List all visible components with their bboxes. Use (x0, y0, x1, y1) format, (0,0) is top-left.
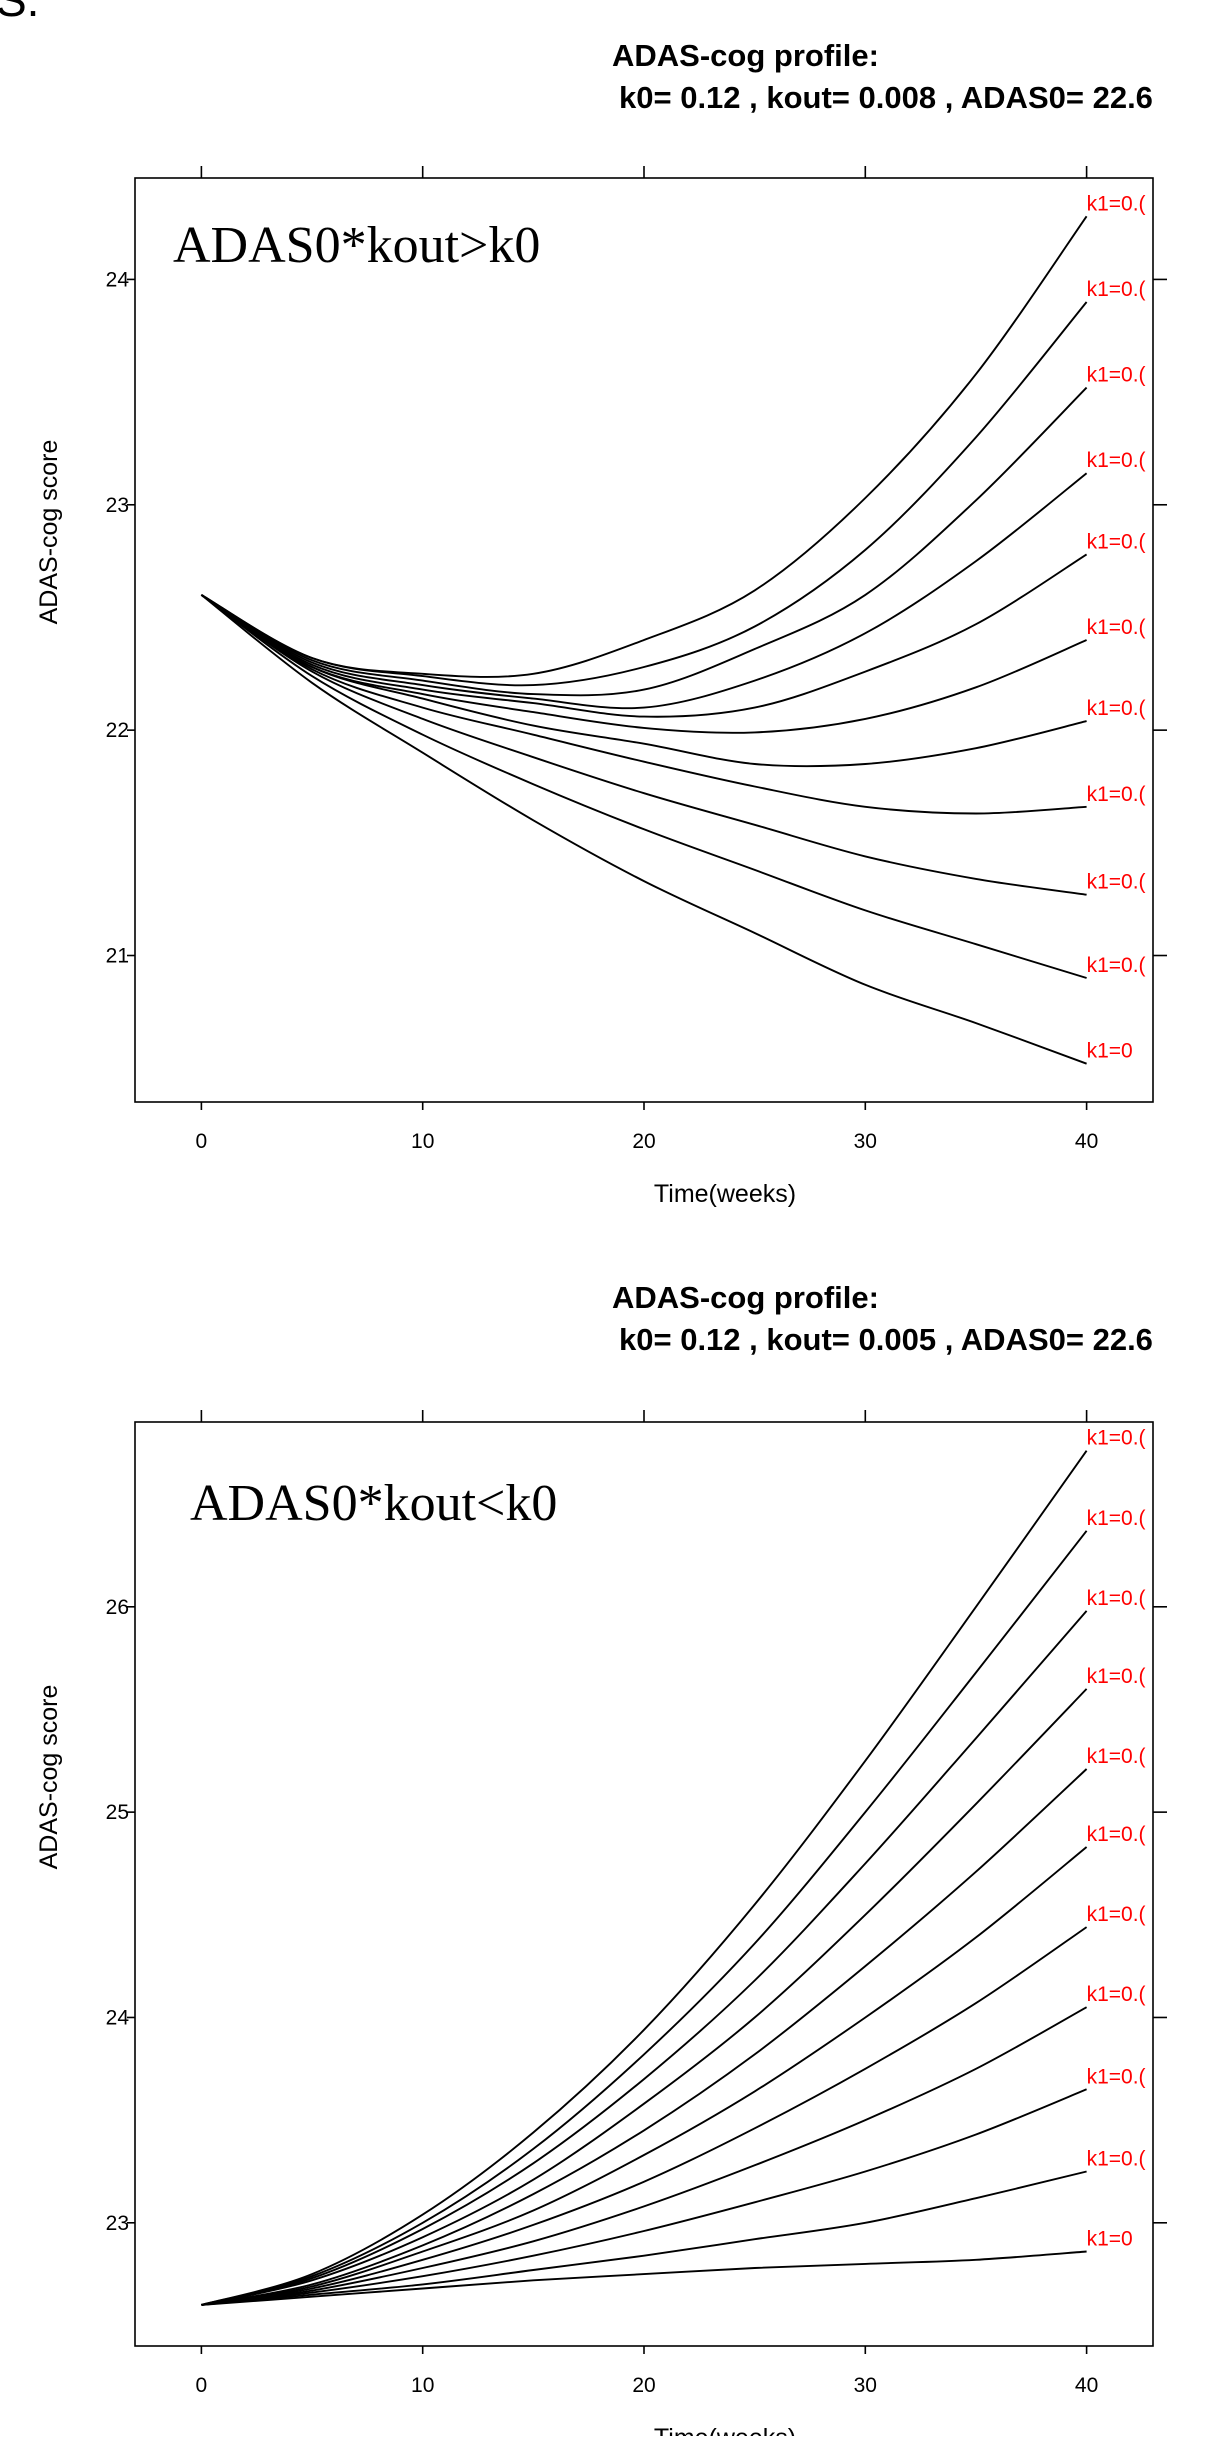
chart1-curve-label: k1=0 (1087, 1040, 1133, 1063)
chart1-ytick-label: 21 (106, 945, 129, 968)
chart2-curve-label: k1=0.( (1087, 1823, 1146, 1846)
chart2-curve-label: k1=0.( (1087, 2147, 1146, 2170)
chart-panel-1: ADAS-cog profile: k0= 0.12 , kout= 0.008… (35, 38, 1167, 1208)
chart1-title: ADAS-cog profile: (612, 38, 879, 73)
chart1-series-line (200, 594, 1087, 896)
chart2-curve-labels: k1=0 k1=0.( k1=0.( k1=0.( k1=0.( k1=0.( k1=0.(… (1087, 1427, 1146, 2251)
chart1-curve-label: k1=0.( (1087, 530, 1146, 553)
chart1-curve-label: k1=0.( (1087, 278, 1146, 301)
chart2-ticks: 0 10 20 30 40 23 24 25 26 (106, 1410, 1167, 2397)
chart2-curve-label: k1=0.( (1087, 2065, 1146, 2088)
chart1-series-line (200, 215, 1088, 678)
chart2-series-line (201, 1450, 1088, 2306)
chart2-series-line (201, 1610, 1088, 2306)
chart2-series-line (201, 2170, 1087, 2306)
chart1-xtick-label: 10 (411, 1130, 434, 1153)
chart-panel-2: ADAS-cog profile: k0= 0.12 , kout= 0.005… (35, 1280, 1167, 2441)
chart1-curve-label: k1=0.( (1087, 616, 1146, 639)
chart2-xtick-label: 0 (196, 2374, 208, 2397)
chart1-curve-label: k1=0.( (1087, 449, 1146, 472)
chart1-xtick-label: 30 (854, 1130, 877, 1153)
chart1-curves (200, 215, 1088, 1065)
chart1-ytick-label: 24 (106, 268, 130, 291)
chart2-curve-label: k1=0.( (1087, 1507, 1146, 1530)
chart2-series-line (201, 1688, 1088, 2306)
chart1-series-line (200, 386, 1088, 697)
chart1-series-line (200, 301, 1088, 687)
chart2-curve-label: k1=0 (1087, 2228, 1133, 2251)
chart2-ytick-label: 26 (106, 1596, 129, 1619)
chart1-series-line (200, 594, 1087, 1065)
chart2-xtick-label: 30 (854, 2374, 877, 2397)
corner-label: S. (0, 0, 39, 26)
chart2-xtick-label: 40 (1075, 2374, 1098, 2397)
chart1-ytick-label: 23 (106, 494, 129, 517)
chart2-subtitle: k0= 0.12 , kout= 0.005 , ADAS0= 22.6 (619, 1322, 1153, 1357)
chart2-xlabel: Time(weeks) (654, 2424, 796, 2436)
chart2-curve-label: k1=0.( (1087, 1983, 1146, 2006)
chart1-series-line (200, 594, 1087, 768)
chart1-series-line (200, 594, 1087, 979)
chart1-ticks: 0 10 20 30 40 21 22 23 24 (106, 166, 1167, 1153)
chart2-curve-label: k1=0.( (1087, 1745, 1146, 1768)
chart1-subtitle: k0= 0.12 , kout= 0.008 , ADAS0= 22.6 (619, 80, 1153, 115)
chart2-ylabel: ADAS-cog score (35, 1685, 63, 1870)
chart2-ytick-label: 23 (106, 2212, 129, 2235)
chart1-curve-labels: k1=0 k1=0.( k1=0.( k1=0.( k1=0.( k1=0.( k1=0.(… (1087, 192, 1146, 1062)
chart1-ylabel: ADAS-cog score (35, 440, 63, 625)
chart2-series-line (201, 1530, 1088, 2306)
chart2-curve-label: k1=0.( (1087, 1427, 1146, 1450)
chart1-series-line (200, 594, 1087, 734)
chart1-xtick-label: 0 (196, 1130, 208, 1153)
chart2-series-line (201, 2250, 1087, 2306)
chart1-annotation: ADAS0*kout>k0 (173, 217, 540, 274)
chart2-series-line (201, 1926, 1088, 2306)
chart2-series-line (201, 1846, 1088, 2306)
chart1-curve-label: k1=0.( (1087, 697, 1146, 720)
chart1-curve-label: k1=0.( (1087, 783, 1146, 806)
chart2-series-line (201, 2006, 1088, 2306)
chart1-xtick-label: 20 (632, 1130, 655, 1153)
chart2-series-line (201, 1768, 1088, 2306)
chart2-ytick-label: 25 (106, 1801, 129, 1824)
chart1-ytick-label: 22 (106, 719, 129, 742)
chart1-curve-label: k1=0.( (1087, 364, 1146, 387)
chart2-ytick-label: 24 (106, 2006, 130, 2029)
chart2-series-line (201, 2088, 1087, 2306)
chart2-curve-label: k1=0.( (1087, 1903, 1146, 1926)
chart1-xlabel: Time(weeks) (654, 1180, 796, 1208)
chart2-curves (201, 1450, 1088, 2306)
chart1-series-line (200, 553, 1088, 718)
chart1-series-line (200, 472, 1088, 710)
chart2-annotation: ADAS0*kout<k0 (190, 1475, 557, 1532)
chart2-xtick-label: 20 (632, 2374, 655, 2397)
chart1-curve-label: k1=0.( (1087, 192, 1146, 215)
chart1-curve-label: k1=0.( (1087, 954, 1146, 977)
chart1-xtick-label: 40 (1075, 1130, 1098, 1153)
chart2-xtick-label: 10 (411, 2374, 434, 2397)
chart1-series-line (200, 594, 1087, 815)
chart2-curve-label: k1=0.( (1087, 1665, 1146, 1688)
chart2-title: ADAS-cog profile: (612, 1280, 879, 1315)
chart1-curve-label: k1=0.( (1087, 871, 1146, 894)
chart2-curve-label: k1=0.( (1087, 1587, 1146, 1610)
